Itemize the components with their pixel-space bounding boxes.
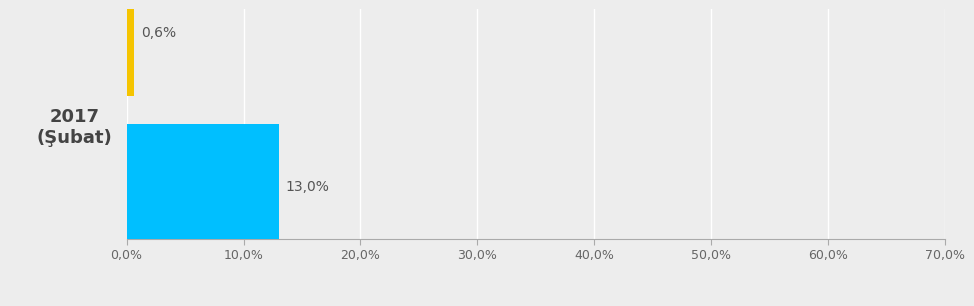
Text: 0,6%: 0,6% xyxy=(140,26,175,40)
Bar xyxy=(127,124,279,250)
Bar xyxy=(127,278,319,306)
Bar xyxy=(127,0,133,96)
Text: 13,0%: 13,0% xyxy=(285,180,329,194)
